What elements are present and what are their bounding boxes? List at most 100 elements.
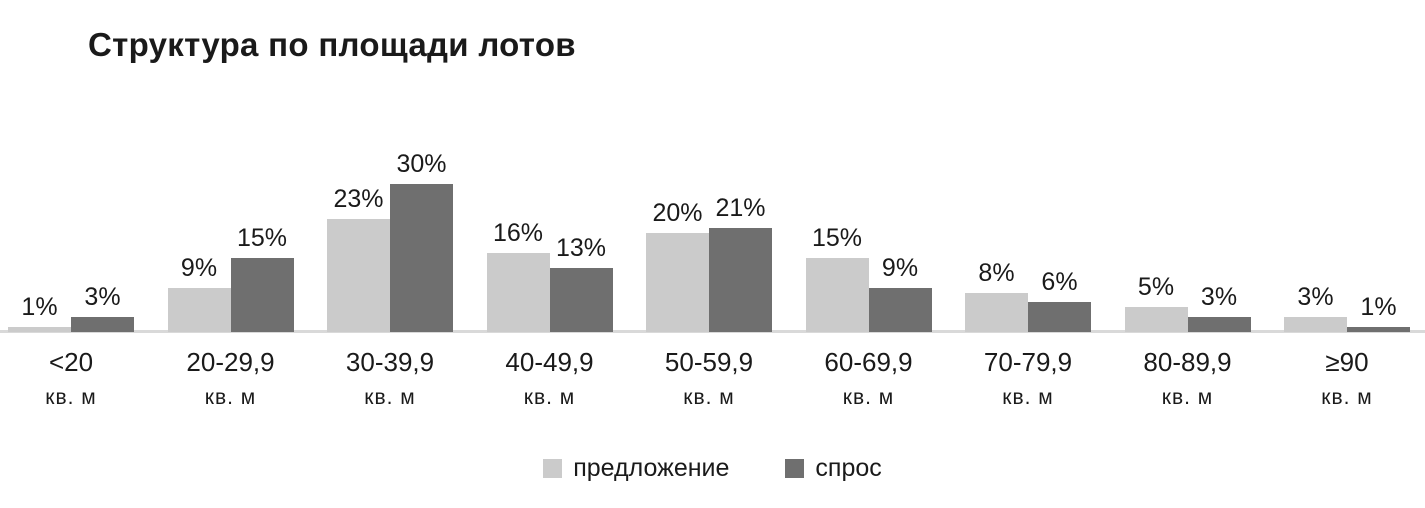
bar-pair: 16% 13% — [486, 146, 613, 332]
legend: предложение спрос — [0, 454, 1425, 483]
legend-swatch-demand — [785, 459, 805, 478]
bar-value-label: 9% — [881, 253, 919, 282]
bar-value-label: 15% — [811, 223, 863, 252]
bar-value-label: 16% — [492, 218, 544, 247]
legend-label: спрос — [815, 454, 882, 482]
bar-value-label: 20% — [652, 198, 703, 227]
bar-group: 8% 6% 70-79,9 кв. м — [965, 146, 1091, 410]
category-sublabel: кв. м — [523, 385, 576, 409]
bar-value-label: 3% — [84, 282, 121, 311]
category-label: <20 — [48, 347, 94, 377]
category-sublabel: кв. м — [1002, 385, 1054, 409]
bar-value-label: 1% — [21, 292, 58, 321]
category-label: 40-49,9 — [505, 347, 594, 377]
bar-cell-supply: 16% — [486, 218, 550, 332]
category-label: 80-89,9 — [1143, 347, 1232, 377]
bar-supply — [8, 327, 71, 332]
bar-pair: 23% 30% — [327, 146, 453, 332]
bar-group: 3% 1% ≥90 кв. м — [1284, 146, 1410, 410]
category-sublabel: кв. м — [1161, 385, 1214, 409]
bar-cell-supply: 15% — [805, 223, 869, 332]
category-label: ≥90 — [1325, 347, 1369, 377]
category-sublabel: кв. м — [204, 385, 257, 409]
bar-pair: 15% 9% — [805, 146, 932, 332]
bar-group: 5% 3% 80-89,9 кв. м — [1124, 146, 1251, 410]
bar-group: 20% 21% 50-59,9 кв. м — [646, 146, 772, 410]
legend-item-supply: предложение — [543, 454, 729, 483]
bar-value-label: 5% — [1137, 272, 1175, 301]
bar-cell-demand: 13% — [549, 233, 613, 332]
category-sublabel: кв. м — [1321, 385, 1373, 409]
bar-cell-supply: 20% — [646, 198, 709, 332]
bar-demand — [230, 258, 294, 332]
bar-group: 9% 15% 20-29,9 кв. м — [167, 146, 294, 410]
bar-cell-supply: 5% — [1124, 272, 1188, 332]
bar-demand — [1187, 317, 1251, 332]
bar-demand — [390, 184, 453, 332]
legend-swatch-supply — [543, 459, 563, 478]
bar-cell-demand: 15% — [230, 223, 294, 332]
bar-supply — [167, 288, 231, 332]
bar-cell-demand: 3% — [71, 282, 134, 332]
bar-value-label: 30% — [396, 149, 447, 178]
category-sublabel: кв. м — [364, 385, 416, 409]
bar-cell-supply: 23% — [327, 184, 390, 332]
bar-supply — [646, 233, 709, 332]
category-label: 60-69,9 — [824, 347, 913, 377]
bar-value-label: 3% — [1297, 282, 1334, 311]
bar-cell-demand: 1% — [1347, 292, 1410, 332]
bar-value-label: 6% — [1041, 267, 1078, 296]
bar-group: 23% 30% 30-39,9 кв. м — [327, 146, 453, 410]
bar-value-label: 21% — [715, 193, 766, 222]
bar-value-label: 9% — [180, 253, 218, 282]
bar-cell-demand: 9% — [868, 253, 932, 332]
bar-value-label: 23% — [333, 184, 384, 213]
bar-cell-supply: 1% — [8, 292, 71, 332]
category-sublabel: кв. м — [683, 385, 735, 409]
bar-pair: 20% 21% — [646, 146, 772, 332]
bar-supply — [327, 219, 390, 332]
bar-value-label: 15% — [236, 223, 288, 252]
category-label: 20-29,9 — [186, 347, 275, 377]
category-label: 70-79,9 — [983, 347, 1073, 377]
bar-value-label: 1% — [1360, 292, 1397, 321]
bar-groups: 1% 3% <20 кв. м 9% 15% 20-29,9 кв. м 23% 30% 30-39… — [8, 146, 1410, 410]
category-label: 30-39,9 — [345, 347, 435, 377]
bar-value-label: 3% — [1200, 282, 1238, 311]
bar-pair: 9% 15% — [167, 146, 294, 332]
bar-supply — [1124, 307, 1188, 332]
bar-demand — [71, 317, 134, 332]
bar-demand — [709, 228, 772, 332]
bar-group: 16% 13% 40-49,9 кв. м — [486, 146, 613, 410]
bar-cell-demand: 3% — [1187, 282, 1251, 332]
bar-cell-demand: 21% — [709, 193, 772, 332]
bar-demand — [868, 288, 932, 332]
bar-value-label: 13% — [555, 233, 607, 262]
bar-demand — [1028, 302, 1091, 332]
bar-pair: 1% 3% — [8, 146, 134, 332]
legend-label: предложение — [573, 454, 730, 482]
bar-group: 1% 3% <20 кв. м — [8, 146, 134, 410]
bar-pair: 5% 3% — [1124, 146, 1251, 332]
bar-pair: 3% 1% — [1284, 146, 1410, 332]
bar-cell-demand: 30% — [390, 149, 453, 332]
bar-demand — [1347, 327, 1410, 332]
bar-value-label: 8% — [978, 258, 1015, 287]
category-sublabel: кв. м — [842, 385, 895, 409]
bar-chart: 1% 3% <20 кв. м 9% 15% 20-29,9 кв. м 23% 30% 30-39… — [0, 146, 1425, 410]
category-sublabel: кв. м — [45, 385, 97, 409]
chart-title: Структура по площади лотов — [88, 26, 576, 63]
bar-cell-supply: 8% — [965, 258, 1028, 332]
bar-supply — [805, 258, 869, 332]
bar-pair: 8% 6% — [965, 146, 1091, 332]
bar-supply — [965, 293, 1028, 332]
legend-item-demand: спрос — [785, 454, 882, 483]
bar-supply — [1284, 317, 1347, 332]
bar-group: 15% 9% 60-69,9 кв. м — [805, 146, 932, 410]
bar-cell-demand: 6% — [1028, 267, 1091, 332]
bar-demand — [549, 268, 613, 332]
category-label: 50-59,9 — [664, 347, 754, 377]
bar-supply — [486, 253, 550, 332]
bar-cell-supply: 9% — [167, 253, 231, 332]
